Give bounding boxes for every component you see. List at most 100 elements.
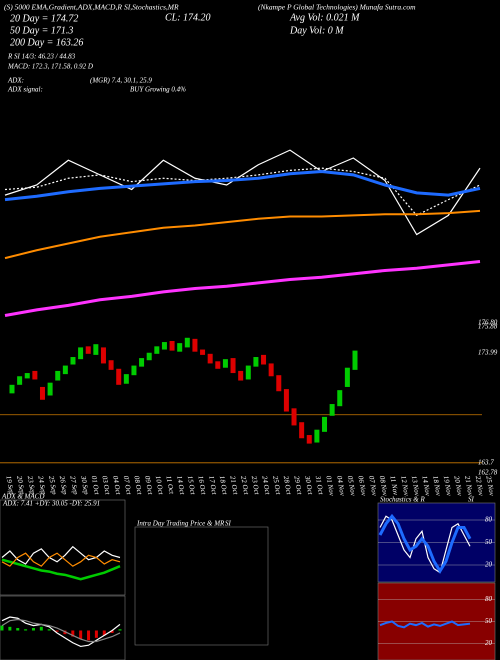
candle	[200, 349, 206, 355]
candle	[329, 404, 335, 416]
candle	[314, 429, 320, 443]
line	[4, 149, 481, 236]
candle	[344, 367, 350, 387]
histogram-bar	[47, 629, 51, 631]
date-label: 27 Sep	[68, 475, 79, 495]
y-tick-label: 20	[485, 561, 493, 569]
panel-title: Intra Day Trading Price & MR	[136, 520, 225, 528]
date-label: 24 Sep	[36, 475, 47, 495]
histogram-bar	[71, 630, 75, 637]
y-tick-label: 20	[485, 639, 493, 647]
candle	[55, 370, 61, 381]
macd: MACD: 172.3, 171.58, 0.92 D	[7, 63, 93, 71]
line	[1, 616, 121, 648]
price-label: 175.88	[478, 323, 498, 331]
adx-signal: BUY Growing 0.4%	[130, 86, 186, 94]
panel-subtitle: SI	[225, 520, 232, 528]
date-label: 07 Nov	[367, 475, 379, 497]
y-tick-label: 80	[485, 595, 493, 603]
candle	[222, 359, 228, 368]
candle	[299, 422, 305, 439]
candle	[93, 344, 99, 355]
ma50: 50 Day = 171.3	[10, 25, 73, 36]
date-label: 23 Sep	[26, 475, 37, 495]
date-label: 07 Oct	[122, 475, 133, 496]
candle	[9, 384, 15, 394]
candle	[184, 337, 190, 348]
date-label: 11 Nov	[388, 475, 399, 496]
date-label: 20 Nov	[452, 475, 464, 497]
date-label: 13 Nov	[410, 475, 422, 497]
date-label: 31 Oct	[314, 474, 326, 496]
date-label: 04 Oct	[111, 475, 122, 496]
candle	[146, 352, 152, 361]
candle	[154, 346, 160, 354]
candle	[306, 435, 312, 444]
histogram-bar	[16, 628, 20, 631]
panel	[0, 499, 126, 596]
line	[1, 545, 121, 565]
date-label: 19 Sep	[4, 475, 15, 495]
line	[379, 620, 471, 629]
date-label: 30 Sep	[79, 474, 90, 495]
line	[1, 552, 121, 567]
candle	[337, 390, 343, 407]
panel-title: Stochastics & R	[380, 496, 425, 504]
candle	[116, 368, 122, 385]
candle	[17, 376, 23, 385]
candle	[268, 363, 274, 377]
candle	[139, 358, 145, 367]
price-label: 162.78	[478, 468, 498, 476]
histogram-bar	[39, 626, 43, 631]
candle	[131, 365, 137, 376]
histogram-bar	[102, 630, 106, 636]
date-label: 21 Oct	[228, 475, 239, 496]
date-label: 08 Nov	[378, 475, 390, 497]
candle	[78, 347, 84, 360]
date-label: 19 Nov	[442, 475, 454, 497]
candle	[39, 386, 45, 400]
histogram-bar	[8, 626, 12, 631]
line	[1, 558, 121, 581]
date-label: 24 Oct	[260, 475, 271, 496]
date-label: 01 Oct	[90, 475, 101, 496]
date-label: 21 Nov	[463, 475, 475, 497]
date-label: 25 Sep	[47, 475, 58, 495]
date-label: 09 Oct	[143, 475, 154, 496]
candle	[100, 347, 106, 364]
candle	[207, 353, 213, 364]
candle	[85, 346, 91, 354]
candle	[238, 370, 244, 381]
date-label: 10 Oct	[154, 475, 165, 496]
candle	[291, 408, 297, 426]
date-label: 03 Oct	[100, 475, 111, 496]
panel	[134, 526, 269, 646]
candle	[161, 342, 167, 350]
header: (Nkampe P Global Technologies) Munafa Su…	[258, 3, 416, 12]
histogram-bar	[24, 629, 28, 631]
date-label: 23 Oct	[250, 475, 261, 496]
date-label: 06 Nov	[356, 475, 368, 497]
date-label: 18 Nov	[431, 475, 443, 497]
line	[4, 169, 481, 202]
avg-vol: Avg Vol: 0.021 M	[289, 12, 360, 23]
histogram-bar	[110, 630, 114, 633]
date-label: 22 Nov	[474, 475, 486, 497]
date-label: 11 Oct	[164, 475, 175, 495]
candle	[276, 375, 282, 392]
candle	[62, 365, 68, 375]
date-label: 25 Oct	[271, 475, 282, 496]
adx-signal: ADX signal:	[7, 86, 43, 94]
date-label: 05 Nov	[346, 475, 358, 497]
price-label: 173.99	[478, 348, 498, 356]
candle	[261, 354, 267, 365]
ma20: 20 Day = 174.72	[10, 13, 78, 24]
histogram-bar	[31, 628, 35, 631]
date-label: 29 Oct	[292, 475, 303, 496]
date-label: 28 Oct	[282, 475, 293, 496]
histogram-bar	[0, 625, 4, 631]
date-label: 17 Oct	[207, 475, 218, 496]
date-label: 18 Oct	[218, 475, 229, 496]
date-label: 08 Oct	[132, 475, 143, 496]
panel-subtitle: SI	[468, 496, 475, 504]
